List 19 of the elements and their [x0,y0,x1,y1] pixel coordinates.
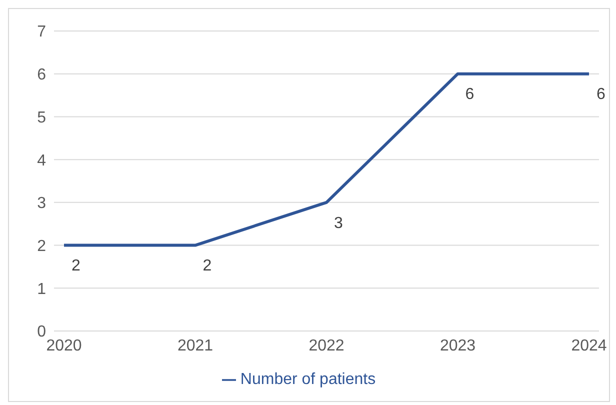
x-tick-label: 2023 [440,337,476,354]
x-tick-label: 2022 [308,337,344,354]
legend-label: Number of patients [240,371,376,388]
data-label: 2 [72,258,81,275]
y-tick-label: 3 [37,195,46,212]
x-tick-label: 2021 [177,337,214,354]
y-tick-label: 0 [37,324,46,341]
y-tick-label: 1 [37,280,46,298]
data-label: 3 [334,214,344,232]
y-tick-label: 2 [37,238,46,255]
y-tick-label: 4 [37,152,46,170]
x-tick-label: 2024 [571,337,607,354]
data-label: 6 [465,86,474,104]
data-label: 2 [202,258,212,275]
y-tick-label: 7 [37,24,46,41]
data-label: 6 [596,86,606,104]
y-tick-label: 6 [37,66,46,84]
x-tick-label: 2020 [46,337,82,354]
y-tick-label: 5 [37,109,46,126]
